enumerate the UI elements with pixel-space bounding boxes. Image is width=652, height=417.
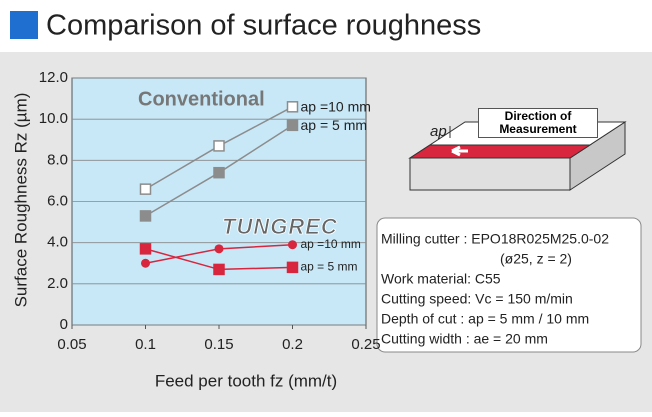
condition: Work material: C55 xyxy=(381,271,501,287)
group-label: TUNGREC xyxy=(222,214,338,239)
series-label: ap =10 mm xyxy=(301,237,361,251)
direction-box: Direction of Measurement xyxy=(478,108,598,140)
direction-label: Direction of Measurement xyxy=(478,108,598,138)
condition: Depth of cut : ap = 5 mm / 10 mm xyxy=(381,311,589,327)
y-tick-label: 10.0 xyxy=(39,110,68,127)
condition: Cutting width : ae = 20 mm xyxy=(381,331,548,347)
depth-label: ap xyxy=(430,123,447,140)
x-tick-label: 0.05 xyxy=(57,336,86,353)
condition: (ø25, z = 2) xyxy=(500,251,572,267)
x-tick-label: 0.15 xyxy=(204,336,233,353)
point xyxy=(288,102,298,112)
point xyxy=(214,141,224,151)
condition: Cutting speed: Vc = 150 m/min xyxy=(381,291,573,307)
title-icon xyxy=(10,11,38,39)
series-label: ap =10 mm xyxy=(301,99,371,115)
point xyxy=(214,168,224,178)
y-tick-label: 12.0 xyxy=(39,69,68,86)
point xyxy=(141,184,151,194)
point xyxy=(141,211,151,221)
cut-surface xyxy=(410,145,590,158)
y-tick-label: 6.0 xyxy=(47,192,68,209)
y-axis-label: Surface Roughness Rz (µm) xyxy=(11,93,30,308)
plot xyxy=(72,78,366,329)
series-label: ap = 5 mm xyxy=(301,117,368,133)
x-axis-label: Feed per tooth fz (mm/t) xyxy=(155,371,337,390)
y-tick-label: 0 xyxy=(60,316,68,333)
block-front xyxy=(410,158,570,190)
y-tick-label: 4.0 xyxy=(47,234,68,251)
point xyxy=(215,244,224,253)
point xyxy=(288,120,298,130)
condition: Milling cutter : EPO18R025M25.0-02 xyxy=(381,231,609,247)
x-tick-label: 0.2 xyxy=(282,336,303,353)
series-label: ap = 5 mm xyxy=(301,260,358,274)
point xyxy=(141,259,150,268)
group-label: Conventional xyxy=(138,88,265,110)
point xyxy=(141,244,151,254)
chart: Comparison of surface roughness Surface … xyxy=(0,0,652,412)
point xyxy=(214,264,224,274)
chart-title: Comparison of surface roughness xyxy=(46,10,481,42)
x-tick-label: 0.25 xyxy=(351,336,380,353)
x-tick-label: 0.1 xyxy=(135,336,156,353)
point xyxy=(288,262,298,272)
y-tick-label: 8.0 xyxy=(47,151,68,168)
point xyxy=(288,240,297,249)
y-tick-label: 2.0 xyxy=(47,275,68,292)
